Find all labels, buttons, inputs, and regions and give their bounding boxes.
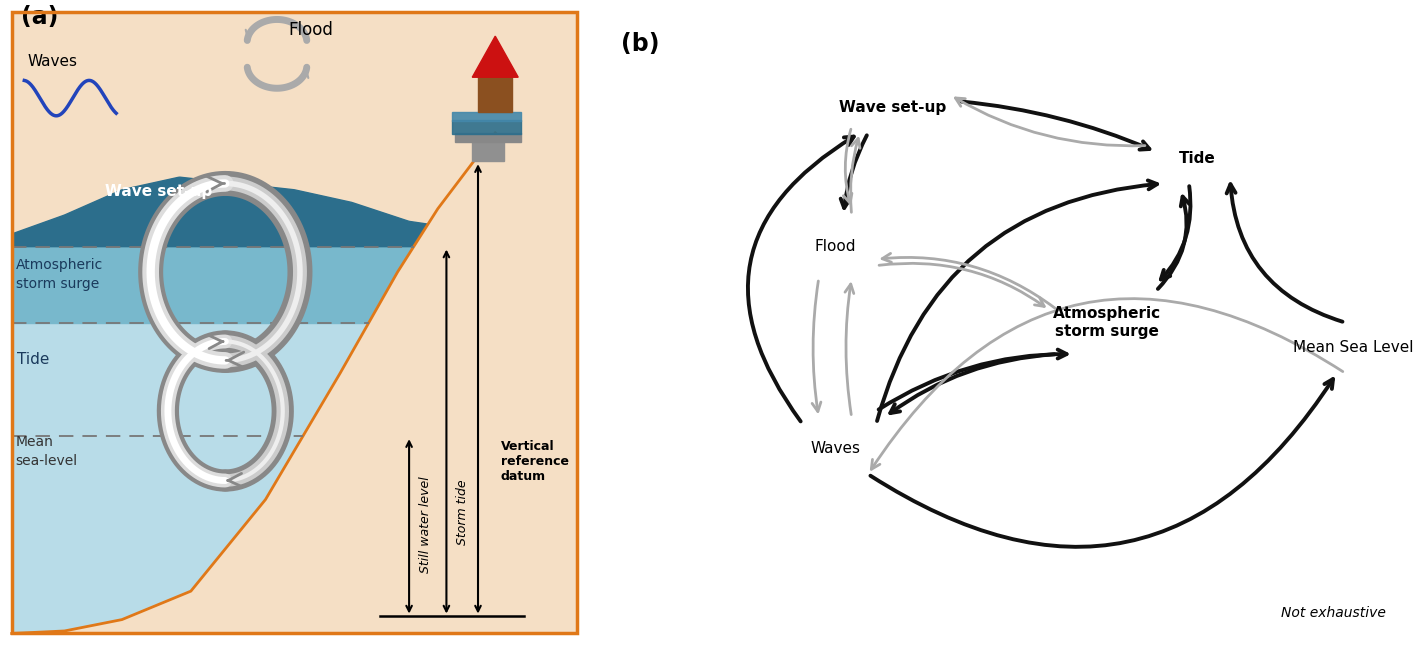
Text: Mean
sea-level: Mean sea-level — [16, 435, 78, 468]
Text: Storm tide: Storm tide — [457, 479, 469, 545]
Polygon shape — [472, 36, 518, 77]
Text: Flood: Flood — [814, 239, 856, 254]
Text: Wave set-up: Wave set-up — [839, 100, 946, 115]
Text: Atmospheric
storm surge: Atmospheric storm surge — [16, 259, 104, 291]
Text: Not exhaustive: Not exhaustive — [1282, 606, 1387, 620]
Polygon shape — [11, 322, 495, 633]
Text: Atmospheric
storm surge: Atmospheric storm surge — [1052, 306, 1161, 339]
Text: Waves: Waves — [810, 441, 861, 457]
Text: Tide: Tide — [1178, 151, 1215, 166]
Polygon shape — [11, 177, 495, 246]
Text: Still water level: Still water level — [418, 477, 431, 573]
Polygon shape — [11, 12, 577, 633]
Polygon shape — [11, 133, 577, 633]
Polygon shape — [11, 246, 495, 322]
Text: Wave set-up: Wave set-up — [105, 184, 211, 199]
Polygon shape — [472, 143, 503, 161]
Polygon shape — [478, 77, 512, 112]
Polygon shape — [452, 112, 520, 121]
Text: Waves: Waves — [27, 54, 77, 70]
Text: Flood: Flood — [288, 21, 333, 39]
Text: (b): (b) — [621, 32, 659, 55]
Text: Mean Sea Level: Mean Sea Level — [1293, 341, 1414, 355]
Polygon shape — [452, 120, 520, 134]
Text: (a): (a) — [21, 5, 58, 29]
Polygon shape — [455, 133, 520, 143]
Text: Vertical
reference
datum: Vertical reference datum — [501, 440, 569, 483]
Text: Tide: Tide — [17, 352, 50, 366]
